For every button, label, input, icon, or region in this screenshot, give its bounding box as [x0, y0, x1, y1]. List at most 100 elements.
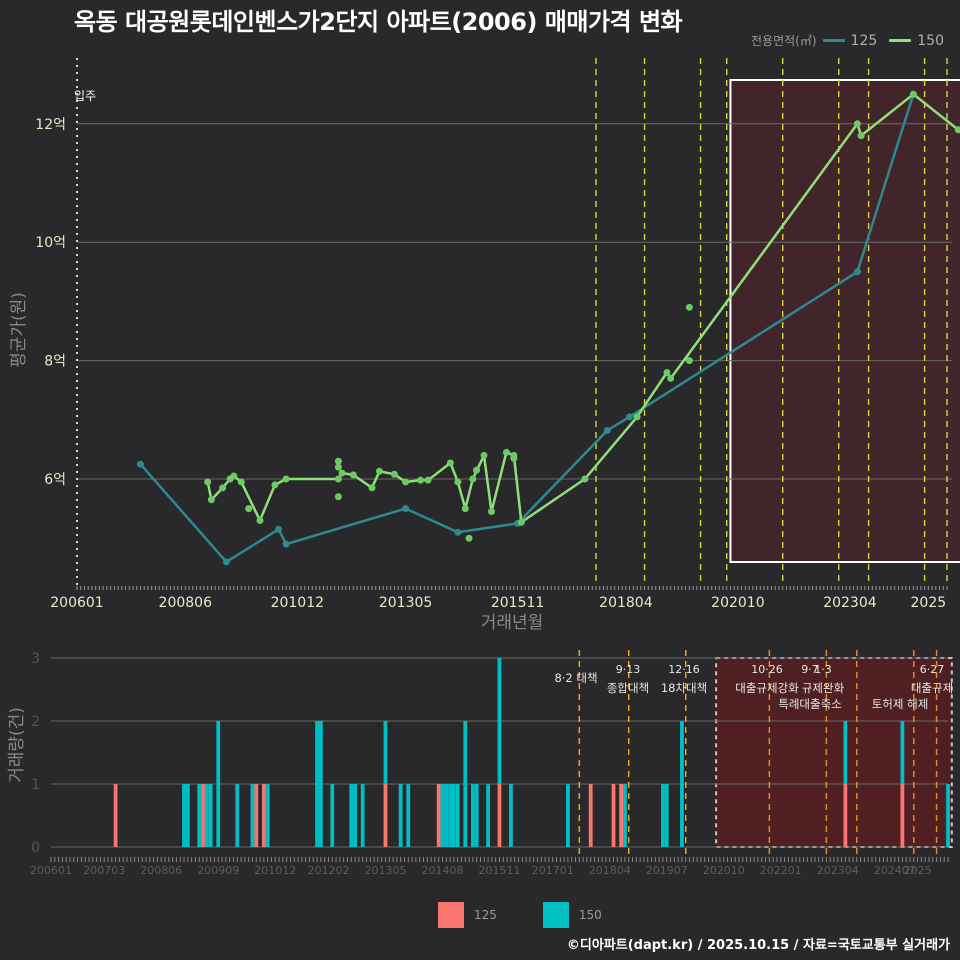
bar-150 — [623, 784, 627, 847]
bar-125 — [900, 784, 905, 847]
bar-150 — [318, 721, 323, 847]
svg-text:6억: 6억 — [44, 472, 66, 488]
legend-label-125: 125 — [850, 32, 878, 49]
bar-150 — [455, 784, 460, 847]
svg-text:입주: 입주 — [74, 89, 96, 103]
svg-text:202304: 202304 — [823, 595, 877, 611]
svg-text:201305: 201305 — [364, 864, 406, 877]
bar-150 — [486, 784, 490, 847]
bar-150 — [216, 721, 221, 847]
legend-label-150: 150 — [578, 908, 602, 922]
bar-150 — [900, 721, 905, 784]
svg-text:9·13: 9·13 — [616, 663, 641, 676]
svg-text:거래년월: 거래년월 — [481, 613, 544, 633]
svg-text:201511: 201511 — [491, 595, 544, 611]
bar-150 — [680, 721, 684, 847]
svg-text:201408: 201408 — [421, 864, 463, 877]
svg-text:201907: 201907 — [646, 864, 688, 877]
bar-150 — [204, 784, 209, 847]
svg-text:거래량(건): 거래량(건) — [7, 707, 27, 783]
svg-text:1: 1 — [31, 777, 40, 793]
bar-150 — [946, 784, 950, 847]
svg-text:0: 0 — [31, 840, 40, 856]
bar-150 — [497, 658, 502, 784]
svg-text:10·26: 10·26 — [751, 663, 783, 676]
bar-150 — [474, 784, 479, 847]
bar-150 — [353, 784, 357, 847]
svg-text:12억: 12억 — [35, 117, 66, 133]
bar-150 — [349, 784, 354, 847]
bar-150 — [470, 784, 475, 847]
svg-text:202304: 202304 — [817, 864, 859, 877]
svg-text:202407: 202407 — [874, 864, 916, 877]
svg-text:8·2 대책: 8·2 대책 — [554, 671, 597, 685]
svg-text:200806: 200806 — [140, 864, 182, 877]
volume-legend: 125 150 — [438, 902, 602, 928]
svg-text:10억: 10억 — [35, 235, 66, 251]
bar-125 — [436, 784, 441, 847]
bar-150 — [661, 784, 665, 847]
svg-text:8억: 8억 — [44, 354, 66, 370]
svg-text:201012: 201012 — [271, 595, 324, 611]
svg-text:6·27: 6·27 — [920, 663, 945, 676]
bar-150 — [235, 784, 240, 847]
bar-150 — [315, 721, 319, 847]
bar-150 — [398, 784, 403, 847]
bar-150 — [463, 721, 468, 847]
volume-bar-chart: 0 1 2 3 거래량(건) 8·2 대책 9·13 종합대책 12·16 18차대책 10·26 대… — [7, 650, 953, 877]
bar-150 — [208, 784, 213, 847]
bar-125 — [113, 784, 118, 847]
legend-line-150-icon — [889, 39, 912, 42]
svg-text:대출규제: 대출규제 — [911, 681, 953, 695]
legend-swatch-150-icon — [542, 902, 569, 928]
legend-line-125-icon — [822, 39, 845, 42]
svg-text:평균가(원): 평균가(원) — [9, 292, 29, 368]
svg-text:201202: 201202 — [307, 864, 349, 877]
bar-150 — [440, 784, 445, 847]
bar-125 — [611, 784, 616, 847]
svg-text:2025: 2025 — [911, 595, 947, 611]
legend-swatch-125-icon — [438, 902, 464, 928]
svg-text:토허제 해제: 토허제 해제 — [872, 697, 929, 711]
svg-text:202010: 202010 — [711, 595, 764, 611]
svg-text:18차대책: 18차대책 — [661, 681, 707, 695]
bar-125 — [201, 784, 205, 847]
svg-text:201012: 201012 — [254, 864, 296, 877]
bar-125 — [588, 784, 593, 847]
bar-150 — [265, 784, 270, 847]
svg-text:9·7: 9·7 — [801, 663, 819, 676]
svg-text:200806: 200806 — [159, 595, 213, 611]
svg-text:3: 3 — [31, 651, 40, 667]
svg-text:규제완화: 규제완화 — [802, 681, 845, 695]
svg-text:대출규제강화: 대출규제강화 — [735, 681, 799, 695]
svg-text:종합대책: 종합대책 — [607, 681, 649, 695]
bar-125 — [619, 784, 624, 847]
bar-150 — [383, 721, 388, 784]
chart-title: 옥동 대공원롯데인벤스가2단지 아파트(2006) 매매가격 변화 — [74, 8, 683, 36]
footer-credit: ©디아파트(dapt.kr) / 2025.10.15 / 자료=국토교통부 실… — [566, 938, 950, 953]
bar-150 — [185, 784, 190, 847]
svg-text:202010: 202010 — [703, 864, 745, 877]
bar-125 — [843, 784, 848, 847]
bar-150 — [566, 784, 570, 847]
highlight-box — [715, 657, 953, 848]
svg-text:201804: 201804 — [589, 864, 631, 877]
price-legend: 전용면적(㎡) 125 150 — [751, 32, 950, 49]
svg-text:200601: 200601 — [50, 595, 103, 611]
bar-150 — [448, 784, 452, 847]
svg-text:201511: 201511 — [479, 864, 521, 877]
bar-150 — [451, 784, 456, 847]
bar-150 — [360, 784, 365, 847]
svg-text:1·3: 1·3 — [814, 663, 832, 676]
svg-text:2: 2 — [31, 714, 40, 730]
legend-title: 전용면적(㎡) — [751, 34, 817, 48]
svg-text:201701: 201701 — [532, 864, 574, 877]
svg-text:12·16: 12·16 — [668, 663, 700, 676]
svg-text:201305: 201305 — [379, 595, 432, 611]
bar-150 — [182, 784, 186, 847]
price-line-chart: 6억 8억 10억 12억 입주 200601 200806 201012 201305 2015… — [9, 58, 960, 633]
bar-150 — [444, 784, 449, 847]
legend-label-150: 150 — [917, 32, 944, 49]
bar-150 — [509, 784, 513, 847]
bar-150 — [843, 721, 848, 784]
